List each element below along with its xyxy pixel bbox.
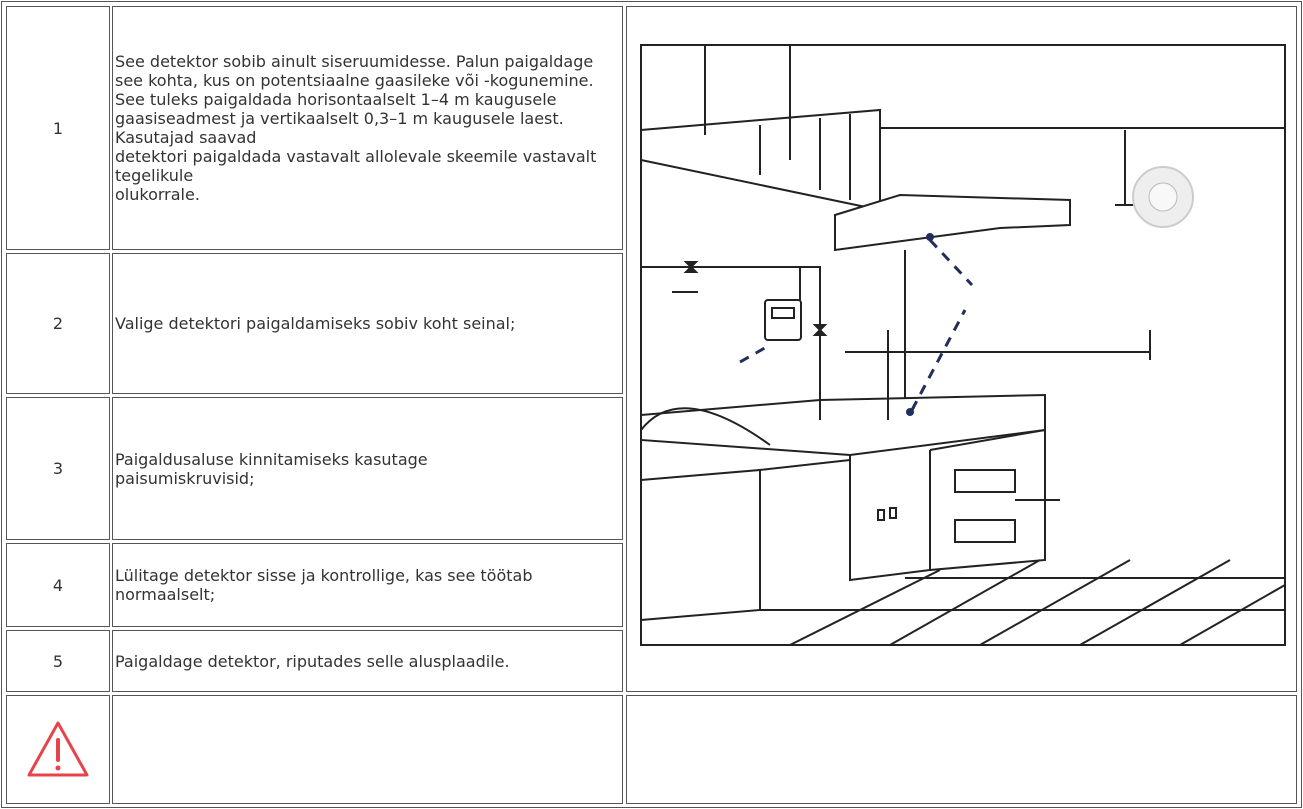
warning-icon xyxy=(27,721,89,776)
text: See detektor sobib ainult siseruumidesse… xyxy=(115,52,594,147)
row-number: 1 xyxy=(6,6,110,250)
number: 3 xyxy=(52,459,64,478)
warning-text-cell xyxy=(626,695,1297,804)
number: 5 xyxy=(52,651,64,671)
text: Paigaldage detektor, riputades selle alu… xyxy=(115,651,510,671)
row-number: 5 xyxy=(6,630,110,692)
number: 1 xyxy=(52,118,64,138)
row-text: Paigaldusaluse kinnitamiseks kasutage pa… xyxy=(112,397,623,540)
text: Valige detektori paigaldamiseks sobiv ko… xyxy=(115,314,516,333)
text: olukorrale. xyxy=(115,185,200,204)
text: Lülitage detektor sisse ja kontrollige, … xyxy=(115,566,533,604)
row-number: 3 xyxy=(6,397,110,540)
text: detektori paigaldada vastavalt alloleval… xyxy=(115,147,597,185)
number: 4 xyxy=(52,575,64,595)
row-text: Lülitage detektor sisse ja kontrollige, … xyxy=(112,543,623,627)
diagram-cell xyxy=(626,6,1297,692)
row-number: 2 xyxy=(6,253,110,394)
kitchen-diagram xyxy=(640,44,1286,646)
number: 2 xyxy=(52,314,64,333)
row-number: 4 xyxy=(6,543,110,627)
row-text: Valige detektori paigaldamiseks sobiv ko… xyxy=(112,253,623,394)
warning-icon-cell xyxy=(6,695,110,804)
warning-heading-cell xyxy=(112,695,623,804)
row-text: See detektor sobib ainult siseruumidesse… xyxy=(112,6,623,250)
row-text: Paigaldage detektor, riputades selle alu… xyxy=(112,630,623,692)
text: Paigaldusaluse kinnitamiseks kasutage pa… xyxy=(115,449,428,488)
